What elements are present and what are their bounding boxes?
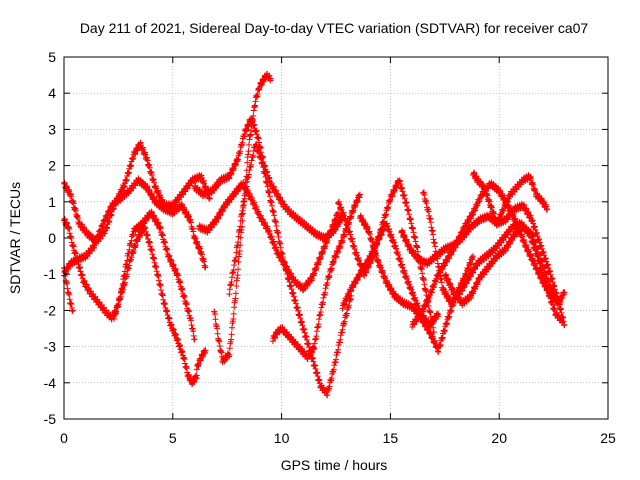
data-point [212,311,219,318]
y-tick-label: -4 [44,375,57,391]
data-points [61,70,568,399]
x-tick-label: 20 [491,430,507,446]
x-tick-label: 10 [274,430,290,446]
y-tick-label: -2 [44,302,57,318]
y-axis-label: SDTVAR / TECUs [7,182,23,294]
x-axis-label: GPS time / hours [281,457,388,473]
data-point [245,141,252,148]
series-track-12 [269,191,363,363]
data-point [202,347,209,354]
data-point [214,325,221,332]
data-point [245,148,252,155]
y-tick-label: 5 [48,49,56,65]
x-tick-label: 0 [60,430,68,446]
y-tick-label: 4 [48,85,56,101]
series-track-14 [339,220,442,330]
series-track-1 [61,139,176,247]
data-point [267,75,274,82]
data-point [69,307,76,314]
data-point [237,223,244,230]
data-point [233,282,240,289]
data-point [228,336,235,343]
x-tick-label: 25 [600,430,616,446]
y-tick-label: 3 [48,121,56,137]
data-point [244,159,251,166]
y-tick-label: 2 [48,158,56,174]
chart-title: Day 211 of 2021, Sidereal Day-to-day VTE… [80,20,589,36]
data-point [235,239,242,246]
y-tick-label: -5 [44,411,57,427]
data-point [232,295,239,302]
series-track-2 [169,172,213,209]
series-track-10 [195,180,342,294]
data-point [228,331,235,338]
data-point [230,310,237,317]
y-tick-label: 1 [48,194,56,210]
y-tick-label: -3 [44,339,57,355]
data-point [232,254,239,261]
y-tick-label: 0 [48,230,56,246]
series-track-15 [356,212,477,355]
series-track-11 [226,141,355,399]
data-point [234,272,241,279]
data-point [191,336,198,343]
x-tick-label: 5 [169,430,177,446]
series-track-3 [61,175,209,271]
data-point [232,290,239,297]
data-point [193,372,200,379]
x-tick-label: 15 [383,430,399,446]
data-point [202,263,209,270]
data-point [226,351,233,358]
data-point [235,266,242,273]
y-tick-label: -1 [44,266,57,282]
data-point [235,258,242,265]
data-point [236,247,243,254]
series-track-7 [193,347,209,373]
data-point [230,316,237,323]
series-track-6 [111,224,200,388]
